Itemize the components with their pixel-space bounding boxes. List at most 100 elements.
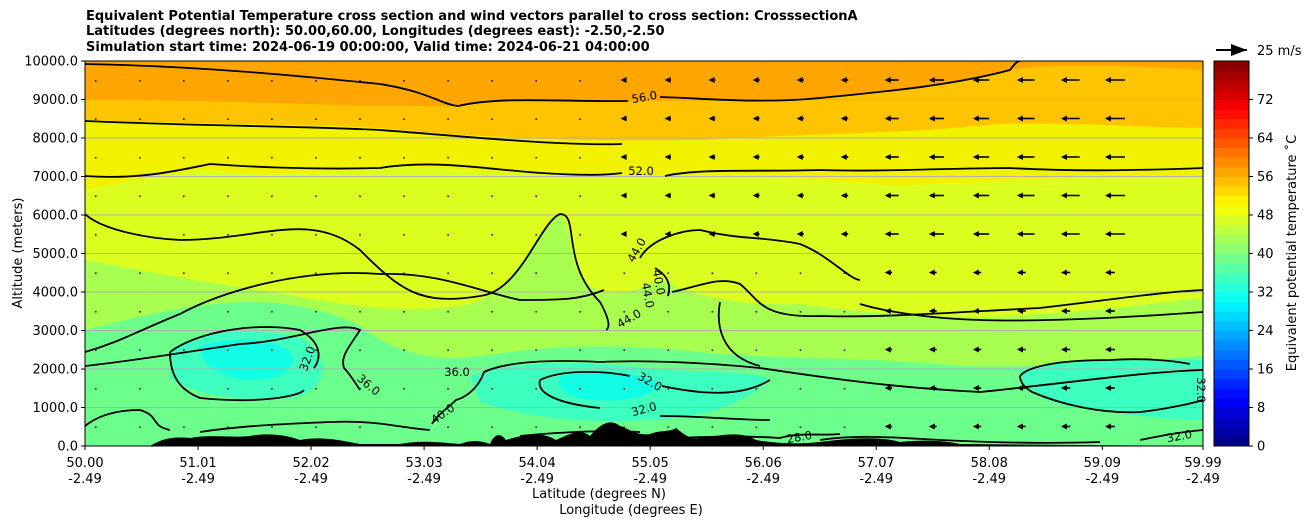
contour-28 [819,435,1101,444]
x-tick-label-lat: 57.07 [858,456,895,471]
y-tick-label: 7000.0 [33,170,79,185]
wind-vector [752,77,760,83]
wind-vector [711,272,714,274]
wind-vector [755,311,758,313]
wind-vector [796,154,804,160]
wind-vector [972,346,982,353]
colorbar-segment [1214,61,1249,72]
wind-vector [183,349,185,351]
wind-vector [315,234,317,236]
wind-vector [711,388,714,390]
colorbar-segment [1214,369,1249,380]
wind-vector [664,154,671,160]
wind-vector [928,231,944,237]
wind-vector [183,80,185,82]
wind-vector [928,423,937,430]
wind-vector [139,80,141,82]
y-tick-label: 0.0 [57,440,78,455]
wind-vector [315,426,317,428]
wind-vector [535,388,537,390]
wind-vector [755,426,758,428]
wind-vector [315,349,317,351]
wind-vector [1016,154,1035,160]
colorbar-segment [1214,301,1249,312]
wind-vector [623,311,626,313]
x-tick-label-lat: 56.06 [745,456,782,471]
terrain [85,422,1203,446]
colorbar-segment [1214,195,1249,206]
wind-vector [708,115,716,122]
colorbar-segment [1214,128,1249,139]
wind-vector [711,349,714,351]
wind-vector [972,269,982,276]
x-tick-label-lon: -2.49 [294,472,328,487]
colorbar-segment [1214,311,1249,322]
wind-vector [843,426,846,428]
wind-vector [928,269,937,276]
colorbar-segment [1214,70,1249,81]
x-axis-label-lon: Longitude (degrees E) [559,503,703,518]
wind-vector [1105,423,1115,430]
wind-vector [491,311,493,313]
colorbar-segment [1214,407,1249,418]
wind-vector [928,77,944,83]
title-line-3: Simulation start time: 2024-06-19 00:00:… [86,39,650,55]
wind-vector [359,195,361,197]
wind-vector [447,118,449,120]
wind-vector [271,118,273,120]
wind-vector [843,272,846,274]
wind-vector [227,118,229,120]
wind-vector [664,77,671,83]
wind-vector [535,426,537,428]
wind-vector [755,388,758,390]
wind-vector [972,385,982,391]
colorbar-tick-label: 72 [1257,93,1274,108]
wind-vector [799,349,802,351]
x-tick-label-lat: 50.00 [66,456,103,471]
wind-vector [1060,77,1080,83]
x-axis: 50.00-2.4951.01-2.4952.02-2.4953.03-2.49… [66,446,1222,487]
wind-vector [1016,269,1026,276]
wind-vector [183,195,185,197]
wind-vector [1016,231,1035,237]
colorbar-segment [1214,436,1249,447]
x-tick-label-lon: -2.49 [1186,472,1220,487]
wind-vector [928,192,944,199]
wind-vector [928,308,937,314]
wind-vector [227,157,229,159]
y-tick-label: 4000.0 [33,286,79,301]
y-tick-label: 2000.0 [33,363,79,378]
wind-vector [752,154,760,160]
wind-vector [708,192,716,199]
wind-vector [491,272,493,274]
colorbar-segment [1214,109,1249,120]
wind-vector [1105,385,1115,391]
wind-vector [1060,385,1071,391]
contour-36-b [717,301,1203,367]
x-tick-label-lat: 58.08 [971,456,1008,471]
contour-label: 44.0 [639,281,657,309]
wind-vector [315,118,317,120]
colorbar-segment [1214,349,1249,360]
contour-label: 28.0 [785,428,813,446]
wind-vector [796,77,804,83]
wind-vector [227,311,229,313]
wind-vector [884,423,893,430]
y-tick-label: 10000.0 [24,55,78,70]
wind-vector [95,80,97,82]
x-axis-label-lat: Latitude (degrees N) [532,487,666,502]
wind-vector [535,195,537,197]
wind-vector [884,385,893,391]
wind-vectors [95,77,1125,430]
colorbar-segment [1214,176,1249,187]
wind-vector [799,311,802,313]
colorbar-segment [1214,215,1249,226]
colorbar-segment [1214,426,1249,437]
x-tick-label-lon: -2.49 [1085,472,1119,487]
wind-vector [884,192,899,199]
wind-vector [1105,269,1115,276]
wind-vector [535,80,537,82]
wind-vector [884,77,899,83]
contour-32-c [1019,358,1203,414]
